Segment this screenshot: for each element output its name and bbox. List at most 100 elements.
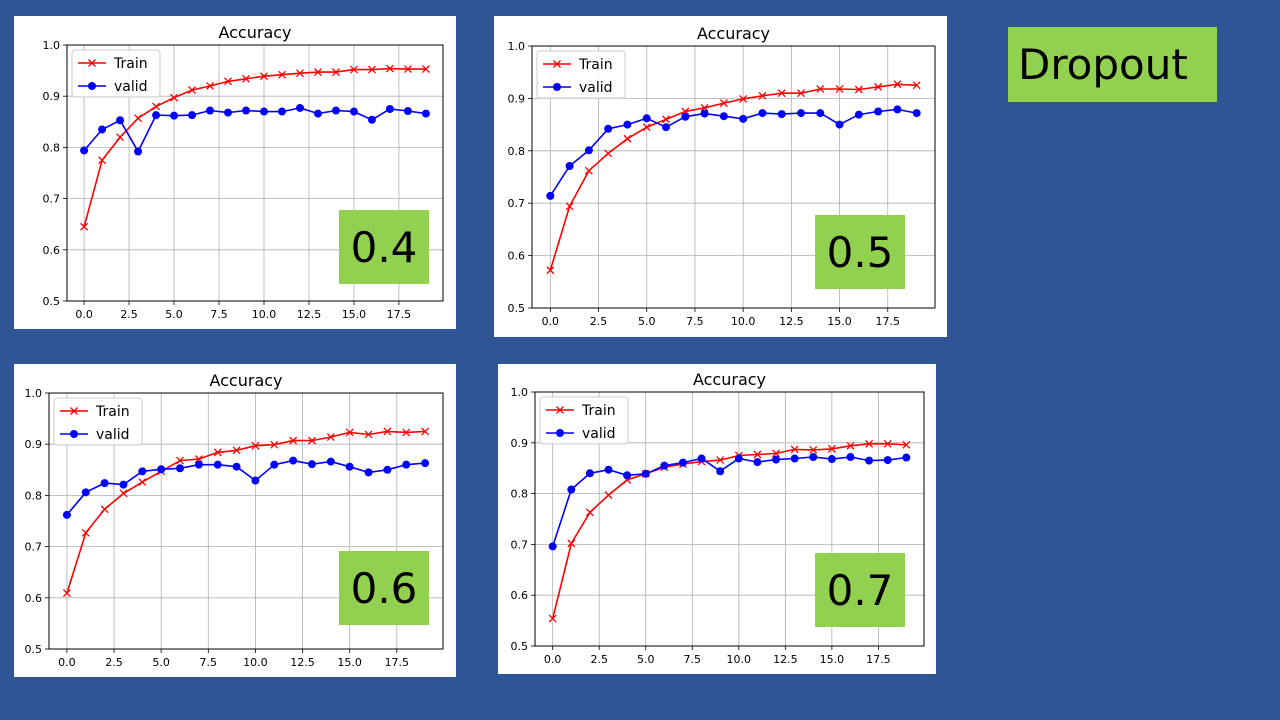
train-point: [289, 436, 298, 445]
dropout-value-1: 0.4: [350, 222, 418, 272]
y-tick-label: 0.6: [25, 592, 43, 605]
train-point: [345, 428, 354, 437]
valid-point: [119, 480, 128, 489]
train-point: [308, 436, 316, 445]
train-point: [874, 82, 883, 91]
train-point: [116, 133, 125, 142]
train-point: [421, 427, 430, 436]
legend-marker-train: [88, 59, 96, 67]
x-tick-label: 10.0: [727, 653, 752, 666]
dropout-value-3: 0.6: [350, 563, 418, 613]
valid-point: [678, 458, 687, 467]
x-tick-label: 17.5: [387, 308, 412, 321]
y-tick-label: 0.6: [508, 250, 526, 263]
dropout-value-2: 0.5: [826, 227, 894, 277]
x-tick-label: 10.0: [731, 315, 756, 328]
valid-point: [307, 460, 316, 469]
train-point: [700, 103, 709, 112]
valid-point: [719, 112, 728, 121]
y-tick-label: 0.7: [508, 197, 526, 210]
train-point: [777, 89, 786, 98]
y-tick-label: 0.9: [43, 90, 61, 103]
valid-point: [152, 111, 161, 120]
train-point: [585, 508, 594, 517]
dropout-tag-2: 0.5: [815, 215, 905, 289]
legend-label-train: Train: [113, 56, 148, 72]
train-point: [194, 455, 203, 464]
valid-point: [385, 105, 394, 113]
y-tick-label: 0.7: [511, 538, 529, 551]
train-point: [224, 77, 232, 86]
plot-frame: [534, 391, 925, 647]
valid-point: [546, 191, 555, 200]
series-line-valid: [549, 108, 917, 197]
x-tick-label: 15.0: [827, 315, 852, 328]
chart-title: Accuracy: [209, 371, 282, 390]
legend-marker-valid: [556, 429, 564, 437]
train-point: [753, 450, 762, 459]
train-point: [421, 65, 430, 74]
train-point: [170, 93, 179, 102]
valid-point: [331, 106, 340, 115]
train-point: [100, 505, 109, 514]
train-point: [565, 202, 574, 211]
train-point: [251, 441, 260, 450]
train-point: [232, 446, 241, 455]
valid-point: [700, 109, 709, 118]
y-tick-label: 1.0: [25, 387, 43, 400]
train-point: [188, 86, 196, 95]
legend-label-valid: valid: [96, 427, 130, 443]
y-tick-label: 1.0: [508, 40, 526, 53]
valid-point: [796, 109, 805, 118]
chart-panel-1: 0.5 0.6 0.7 0.8 0.9 1.0 0.0 2.5 5.0 7.5 10.0 12.5 15…: [14, 16, 456, 329]
valid-point: [623, 120, 632, 129]
y-tick-label: 0.6: [511, 589, 529, 602]
valid-point: [277, 107, 286, 116]
train-point: [716, 456, 725, 465]
valid-point: [623, 471, 632, 480]
x-tick-label: 17.5: [876, 315, 901, 328]
dropout-tag-3: 0.6: [339, 551, 429, 625]
train-point: [62, 589, 71, 598]
y-tick-label: 0.9: [511, 437, 529, 450]
valid-point: [224, 108, 233, 117]
valid-point: [734, 454, 743, 463]
plot-frame: [66, 44, 444, 302]
valid-point: [827, 455, 836, 464]
x-tick-label: 12.5: [773, 653, 798, 666]
train-point: [213, 448, 222, 457]
train-point: [278, 70, 286, 79]
x-tick-label: 0.0: [58, 656, 76, 669]
train-point: [584, 166, 593, 175]
accuracy-chart-4: 0.5 0.6 0.7 0.8 0.9 1.0 0.0 2.5 5.0 7.5 10.0 12.5 15…: [511, 370, 925, 666]
valid-point: [313, 109, 322, 118]
valid-point: [902, 453, 911, 462]
valid-point: [883, 456, 892, 465]
train-point: [846, 441, 855, 450]
valid-point: [157, 465, 166, 474]
train-point: [604, 491, 613, 500]
train-point: [809, 445, 818, 454]
x-tick-label: 15.0: [337, 656, 362, 669]
train-point: [364, 430, 373, 439]
x-tick-label: 17.5: [866, 653, 891, 666]
train-point: [604, 149, 613, 158]
valid-point: [548, 542, 557, 551]
valid-point: [134, 147, 143, 156]
legend-marker-train: [556, 406, 564, 414]
valid-point: [565, 161, 574, 170]
x-tick-label: 15.0: [820, 653, 845, 666]
valid-point: [697, 454, 706, 463]
train-point: [642, 123, 651, 132]
chart-title: Accuracy: [693, 370, 766, 389]
x-tick-label: 12.5: [779, 315, 804, 328]
y-tick-label: 0.8: [511, 488, 529, 501]
x-tick-label: 2.5: [590, 315, 608, 328]
chart-panel-4: 0.5 0.6 0.7 0.8 0.9 1.0 0.0 2.5 5.0 7.5 10.0 12.5 15…: [498, 364, 936, 674]
plot-frame: [531, 45, 936, 309]
dropout-tag-1: 0.4: [339, 210, 429, 284]
valid-point: [758, 109, 767, 118]
valid-point: [642, 114, 651, 123]
legend-marker-valid: [553, 83, 561, 91]
valid-point: [753, 458, 762, 467]
